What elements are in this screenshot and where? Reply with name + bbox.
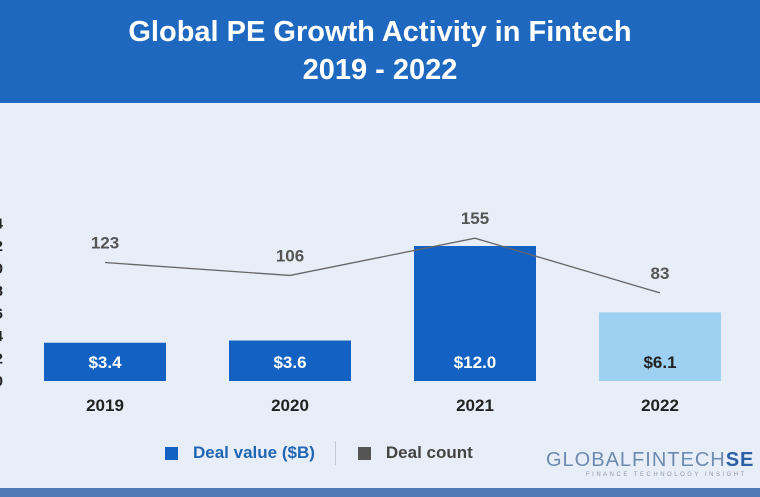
y-tick-label: 2 xyxy=(0,351,3,368)
x-tick-label-2020: 2020 xyxy=(271,396,309,415)
y-tick-label: 6 xyxy=(0,306,3,323)
bar-2021 xyxy=(414,246,536,381)
deal-value-label-2019: $3.4 xyxy=(88,353,122,372)
deal-value-label-2020: $3.6 xyxy=(273,353,306,372)
line-deal-count xyxy=(104,237,661,294)
logo-text: GLOBALFINTECH xyxy=(546,449,726,471)
y-tick-label: 10 xyxy=(0,261,3,278)
y-tick-label: 4 xyxy=(0,328,4,345)
chart-header: Global PE Growth Activity in Fintech 201… xyxy=(0,0,760,103)
y-tick-label: 0 xyxy=(0,373,3,390)
deal-count-label-2022: 83 xyxy=(651,264,670,283)
y-tick-label: 14 xyxy=(0,216,4,233)
bar-2020 xyxy=(229,340,351,381)
footer-bar xyxy=(0,488,760,497)
brand-logo: GLOBALFINTECHSE FINANCE TECHNOLOGY INSIG… xyxy=(546,449,760,485)
legend-item-deal-count: Deal count xyxy=(357,443,473,463)
chart-title: Global PE Growth Activity in Fintech xyxy=(128,16,632,48)
y-tick-label: 12 xyxy=(0,238,3,255)
deal-value-label-2021: $12.0 xyxy=(454,353,497,372)
legend-swatch-line xyxy=(357,446,371,460)
logo-text-bold: SE xyxy=(725,449,755,471)
bar-2019 xyxy=(44,342,166,381)
chart-legend: Deal value ($B) Deal count xyxy=(165,441,473,465)
y-tick-label: 8 xyxy=(0,283,3,300)
logo-tagline: FINANCE TECHNOLOGY INSIGHT xyxy=(586,472,747,478)
legend-swatch-bar xyxy=(165,446,178,460)
bar-2022 xyxy=(599,312,721,381)
x-tick-label-2021: 2021 xyxy=(456,396,494,415)
legend-divider xyxy=(334,441,336,465)
deal-count-label-2019: 123 xyxy=(91,234,119,253)
chart-subtitle: 2019 - 2022 xyxy=(302,54,458,86)
x-tick-label-2022: 2022 xyxy=(641,396,679,415)
x-tick-label-2019: 2019 xyxy=(86,396,124,415)
deal-count-label-2020: 106 xyxy=(276,246,304,265)
deal-value-label-2022: $6.1 xyxy=(643,353,676,372)
chart-plot: 0 2 4 6 8 10 12 14 123 106 155 83 $3.4 $3.6 $12.0 $6.1 2… xyxy=(0,209,721,415)
legend-item-deal-value: Deal value ($B) xyxy=(165,443,315,463)
deal-count-label-2021: 155 xyxy=(461,209,489,228)
legend-label-deal-count: Deal count xyxy=(385,443,473,462)
legend-label-deal-value: Deal value ($B) xyxy=(193,443,315,462)
